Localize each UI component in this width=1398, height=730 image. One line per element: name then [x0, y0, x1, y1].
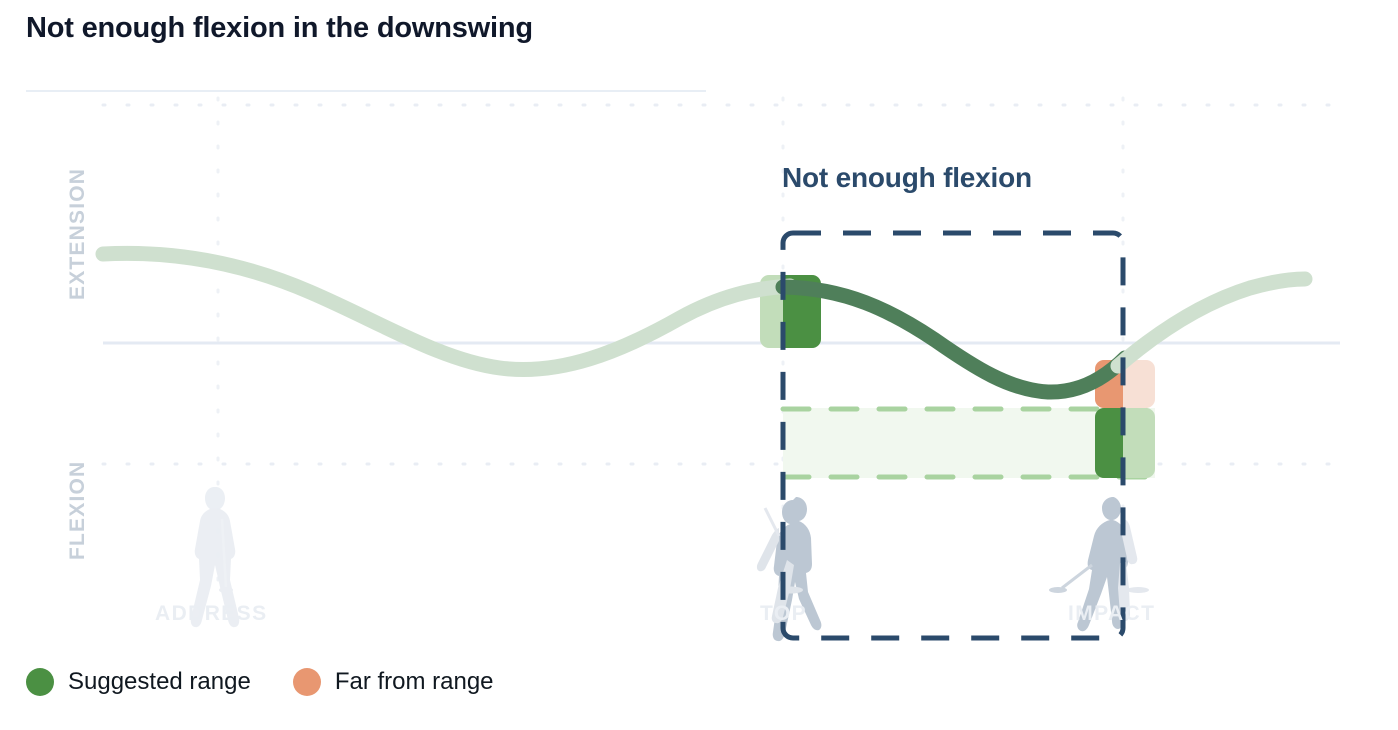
title-divider	[26, 90, 706, 92]
swing-curve-active	[775, 279, 1133, 400]
x-tick-impact: IMPACT	[1068, 602, 1156, 625]
x-tick-top: TOP	[760, 602, 807, 625]
legend-item-suggested-range[interactable]: Suggested range	[26, 668, 251, 696]
legend-dot-icon-suggested	[26, 668, 54, 696]
golfer-silhouette-address	[190, 487, 240, 628]
gridlines	[101, 96, 1342, 602]
suggested-range-band	[780, 406, 1158, 480]
marker-impact-in-range[interactable]	[1095, 408, 1155, 478]
swing-curve-inactive-end	[1110, 271, 1313, 374]
annotation-title: Not enough flexion	[782, 162, 1032, 193]
axis-label-extension: EXTENSION	[66, 167, 89, 300]
legend-label-suggested: Suggested range	[68, 668, 251, 695]
axis-label-flexion: FLEXION	[66, 460, 89, 560]
page-title: Not enough flexion in the downswing	[26, 12, 533, 44]
legend-item-far-from-range[interactable]: Far from range	[292, 668, 494, 696]
focus-region-box[interactable]	[780, 230, 1126, 641]
x-tick-address: ADDRESS	[155, 602, 268, 625]
legend-label-far: Far from range	[334, 668, 494, 695]
legend-dot-icon-far	[292, 668, 321, 696]
swing-curve-inactive-start	[95, 245, 798, 378]
legend: Suggested range Far from range	[26, 668, 494, 696]
